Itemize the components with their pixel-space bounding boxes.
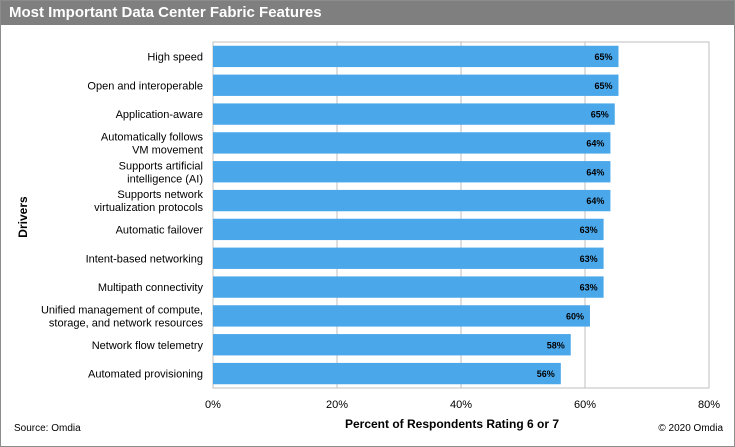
data-label: 63%: [580, 283, 598, 293]
data-label: 63%: [580, 225, 598, 235]
bar: [213, 362, 561, 385]
bar: [213, 45, 619, 68]
data-label: 65%: [591, 110, 609, 120]
bar: [213, 161, 611, 183]
category-label: Automatic failover: [116, 224, 204, 236]
category-label: Automated provisioning: [88, 369, 203, 381]
x-tick-label: 60%: [574, 399, 596, 411]
category-label: Multipath connectivity: [98, 282, 204, 294]
category-label: VM movement: [132, 144, 203, 156]
bar: [213, 189, 611, 212]
data-label: 65%: [594, 81, 612, 91]
bar: [213, 276, 604, 298]
x-tick-label: 80%: [698, 399, 720, 411]
bar: [213, 218, 604, 241]
category-label: Network flow telemetry: [92, 340, 204, 352]
bar: [213, 74, 619, 96]
data-label: 65%: [594, 52, 612, 62]
x-tick-label: 0%: [205, 399, 221, 411]
data-label: 58%: [547, 340, 565, 350]
y-axis-label: Drivers: [16, 196, 30, 238]
category-label: Unified management of compute,: [41, 304, 203, 316]
category-label: Intent-based networking: [86, 253, 203, 265]
bar: [213, 132, 611, 154]
data-label: 64%: [586, 196, 604, 206]
category-label: Supports artificial: [119, 160, 203, 172]
category-label: intelligence (AI): [127, 173, 203, 185]
copyright-note: © 2020 Omdia: [658, 423, 723, 434]
category-label: Open and interoperable: [87, 80, 203, 92]
data-label: 64%: [586, 167, 604, 177]
category-label: Automatically follows: [101, 131, 204, 143]
bar: [213, 334, 571, 356]
source-note: Source: Omdia: [14, 423, 81, 434]
data-label: 64%: [586, 138, 604, 148]
x-axis-label: Percent of Respondents Rating 6 or 7: [345, 417, 559, 431]
data-label: 56%: [537, 369, 555, 379]
bar: [213, 247, 604, 269]
chart-title: Most Important Data Center Fabric Featur…: [9, 4, 322, 21]
data-label: 60%: [566, 311, 584, 321]
x-tick-label: 40%: [450, 399, 472, 411]
title-bar: Most Important Data Center Fabric Featur…: [1, 1, 734, 25]
data-label: 63%: [580, 254, 598, 264]
x-tick-label: 20%: [326, 399, 348, 411]
category-label: virtualization protocols: [94, 202, 203, 214]
bar: [213, 103, 615, 125]
bar: [213, 305, 590, 327]
category-label: Supports network: [117, 189, 203, 201]
category-label: High speed: [147, 51, 203, 63]
plot-border: [212, 41, 710, 389]
category-label: storage, and network resources: [49, 317, 204, 329]
category-label: Application-aware: [116, 109, 203, 121]
